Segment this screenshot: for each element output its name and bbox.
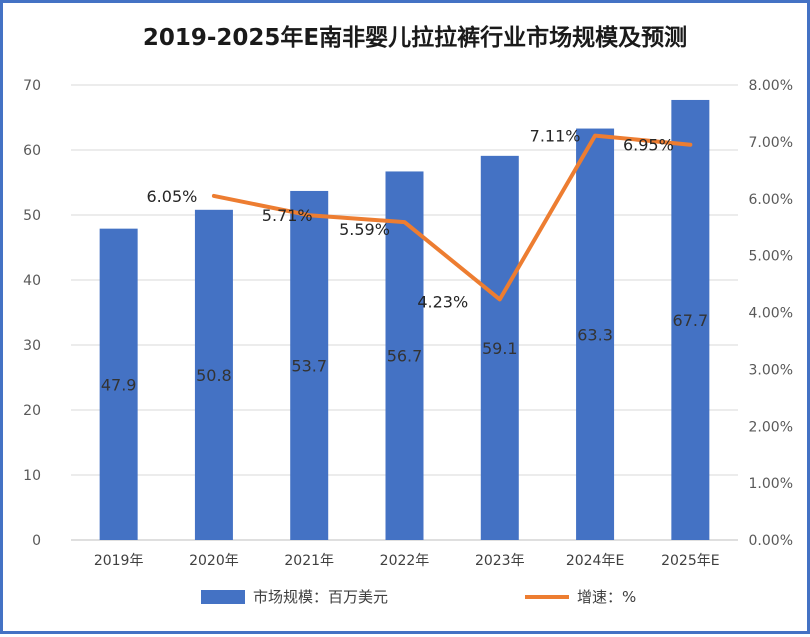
bar [194, 209, 233, 541]
right-tick-label: 8.00% [749, 78, 793, 94]
bar [290, 190, 329, 540]
left-tick-label: 20 [23, 403, 41, 419]
bar [99, 228, 138, 540]
x-tick-label: 2023年 [475, 553, 525, 569]
bar-data-label: 47.9 [101, 375, 137, 394]
left-tick-label: 50 [23, 208, 41, 224]
x-axis: 2019年 2020年 2021年 2022年 2023年 2024年E 2025年E [94, 553, 720, 569]
growth-data-label: 4.23% [417, 292, 468, 311]
left-tick-label: 0 [32, 533, 41, 549]
left-axis: 0 10 20 30 40 50 60 70 [23, 78, 41, 549]
x-tick-label: 2025年E [661, 553, 719, 569]
right-tick-label: 2.00% [749, 419, 793, 435]
x-tick-label: 2021年 [284, 553, 334, 569]
growth-data-label: 7.11% [530, 127, 581, 146]
left-tick-label: 60 [23, 143, 41, 159]
bar-data-label: 50.8 [196, 366, 232, 385]
bar [480, 155, 519, 540]
legend-label-growth: 增速：% [577, 588, 636, 606]
bar-data-label: 56.7 [387, 347, 423, 366]
bar-data-label: 53.7 [291, 356, 327, 375]
growth-data-label: 5.71% [262, 206, 313, 225]
right-tick-label: 7.00% [749, 135, 793, 151]
x-tick-label: 2022年 [380, 553, 430, 569]
right-tick-label: 0.00% [749, 533, 793, 549]
right-tick-label: 5.00% [749, 249, 793, 265]
growth-data-label: 6.95% [623, 136, 674, 155]
growth-line-series [211, 133, 693, 302]
right-tick-label: 1.00% [749, 476, 793, 492]
growth-line [211, 133, 693, 302]
right-tick-label: 4.00% [749, 306, 793, 322]
right-tick-label: 3.00% [749, 362, 793, 378]
left-tick-label: 30 [23, 338, 41, 354]
legend: 市场规模：百万美元 增速：% [201, 588, 636, 606]
bar-data-label: 59.1 [482, 339, 518, 358]
bar-data-label: 63.3 [577, 325, 613, 344]
bar [671, 99, 710, 540]
x-tick-label: 2024年E [566, 553, 624, 569]
growth-data-label: 6.05% [147, 187, 198, 206]
growth-data-label: 5.59% [339, 220, 390, 239]
bar-data-labels: 47.9 50.8 53.7 56.7 59.1 63.3 67.7 [101, 311, 708, 394]
chart-title: 2019-2025年E南非婴儿拉拉裤行业市场规模及预测 [143, 24, 687, 51]
bar-data-label: 67.7 [673, 311, 709, 330]
left-tick-label: 10 [23, 468, 41, 484]
legend-swatch-market-size [201, 590, 245, 604]
legend-label-market-size: 市场规模：百万美元 [253, 588, 388, 606]
bar [576, 128, 615, 541]
left-tick-label: 40 [23, 273, 41, 289]
right-tick-label: 6.00% [749, 192, 793, 208]
x-tick-label: 2020年 [189, 553, 239, 569]
growth-data-labels: 6.05% 5.71% 5.59% 4.23% 7.11% 6.95% [147, 127, 674, 312]
bar-series [99, 99, 710, 541]
chart: 2019-2025年E南非婴儿拉拉裤行业市场规模及预测 0 10 20 30 40 50 6… [23, 24, 793, 606]
x-tick-label: 2019年 [94, 553, 144, 569]
left-tick-label: 70 [23, 78, 41, 94]
right-axis: 0.00% 1.00% 2.00% 3.00% 4.00% 5.00% 6.00% 7.00%… [749, 78, 793, 549]
